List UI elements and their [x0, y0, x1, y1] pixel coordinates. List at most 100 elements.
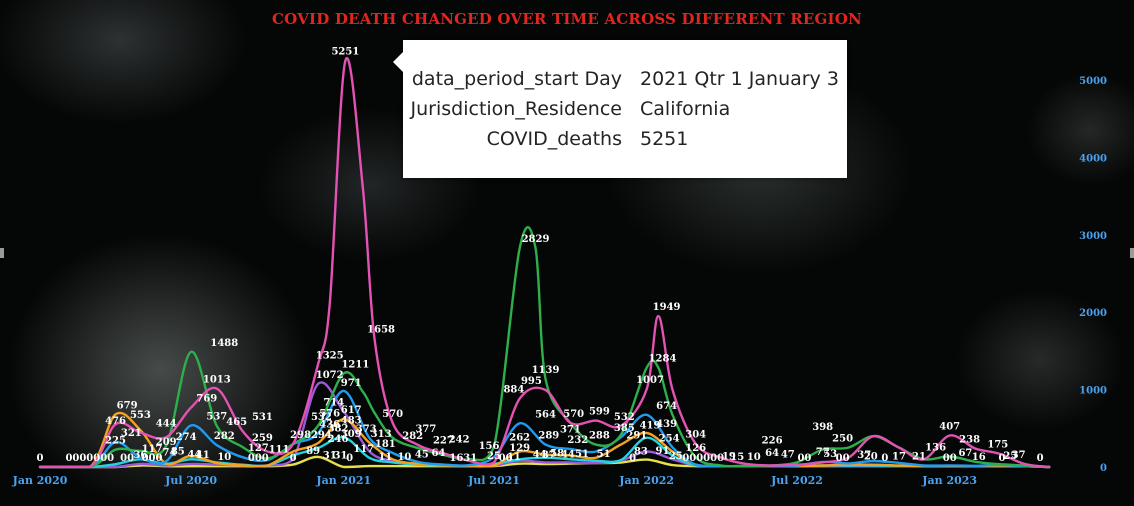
- data-label: 000: [142, 453, 163, 464]
- data-label: 126: [685, 443, 706, 454]
- data-label: 1013: [203, 375, 231, 386]
- data-label: 674: [656, 401, 677, 412]
- data-label: 439: [656, 419, 677, 430]
- data-label: 1658: [367, 325, 395, 336]
- data-label: 238: [959, 435, 980, 446]
- data-label: 181: [375, 439, 396, 450]
- data-label: 444: [156, 419, 177, 430]
- data-labels: 0 0000000 00225476679321365531170002094447…: [37, 47, 1044, 464]
- data-label: 532: [311, 412, 332, 423]
- data-label: 564: [535, 409, 556, 420]
- y-tick-label: 3000: [1079, 231, 1107, 242]
- series-line[interactable]: [38, 56, 1051, 469]
- data-label: 36: [133, 450, 147, 461]
- data-label: 64: [431, 448, 445, 459]
- data-label: 537: [206, 411, 227, 422]
- data-label: 225: [105, 436, 126, 447]
- data-label: 232: [567, 435, 588, 446]
- data-label: 53: [823, 449, 837, 460]
- data-label: 476: [105, 416, 126, 427]
- x-tick-label: Jan 2022: [618, 474, 674, 487]
- data-label: 0: [999, 453, 1006, 464]
- data-label: 15: [730, 452, 744, 463]
- series-line[interactable]: [38, 389, 1051, 469]
- y-tick-label: 0: [1100, 463, 1107, 474]
- data-label: 136: [925, 443, 946, 454]
- tooltip-key: data_period_start Day: [411, 68, 622, 90]
- data-label: 00: [120, 453, 134, 464]
- data-label: 0: [629, 453, 636, 464]
- x-tick-label: Jul 2022: [770, 474, 823, 487]
- data-label: 1631: [449, 453, 477, 464]
- data-label: 769: [196, 394, 217, 405]
- y-axis: 0 1000 2000 3000 4000 5000: [1079, 76, 1107, 474]
- data-label: 298: [290, 430, 311, 441]
- data-label: 41: [196, 450, 210, 461]
- data-label: 37: [857, 450, 871, 461]
- data-label: 483: [341, 416, 362, 427]
- data-label: 31: [334, 451, 348, 462]
- data-label: 000000: [682, 453, 724, 464]
- data-label: 1325: [316, 350, 344, 361]
- data-label: 0: [1037, 453, 1044, 464]
- data-label: 313: [371, 429, 392, 440]
- data-label: 570: [382, 409, 403, 420]
- y-tick-label: 1000: [1079, 386, 1107, 397]
- data-label: 44: [187, 450, 201, 461]
- data-label: 44: [533, 450, 547, 461]
- data-label: 156: [479, 441, 500, 452]
- data-label: 16: [972, 452, 986, 463]
- data-label: 0: [290, 453, 297, 464]
- data-label: 1488: [210, 338, 238, 349]
- data-label: 77: [816, 447, 830, 458]
- data-label: 321: [121, 428, 142, 439]
- tooltip-value: 5251: [640, 128, 689, 150]
- data-label: 250: [832, 434, 853, 445]
- data-label: 89: [306, 446, 320, 457]
- resize-handle-right[interactable]: [1130, 248, 1134, 258]
- data-label: 17: [892, 452, 906, 463]
- data-label: 10: [397, 452, 411, 463]
- series-line[interactable]: [38, 226, 1051, 469]
- data-label: 31: [323, 451, 337, 462]
- data-label: 377: [415, 424, 436, 435]
- data-label: 00: [499, 453, 513, 464]
- data-label: 00: [797, 453, 811, 464]
- data-label: 246: [328, 434, 349, 445]
- data-label: 531: [252, 412, 273, 423]
- data-label: 971: [341, 378, 362, 389]
- data-label: 553: [130, 410, 151, 421]
- data-label: 291: [626, 431, 647, 442]
- tooltip-row-jurisdiction: Jurisdiction_Residence California: [403, 98, 847, 128]
- data-label: 599: [589, 407, 610, 418]
- data-label: 714: [323, 398, 344, 409]
- data-label: 419: [640, 421, 661, 432]
- data-label: 209: [156, 437, 177, 448]
- series-line[interactable]: [38, 411, 1051, 469]
- data-label: 5251: [331, 47, 359, 58]
- data-label: 58: [550, 449, 564, 460]
- data-label: 117: [353, 444, 374, 455]
- data-label: 1072: [316, 370, 344, 381]
- data-label: 398: [812, 422, 833, 433]
- data-label: 1139: [532, 365, 560, 376]
- x-axis: Jan 2020 Jul 2020 Jan 2021 Jul 2021 Jan 2022…: [12, 474, 977, 487]
- data-label: 64: [765, 448, 779, 459]
- data-label: 679: [117, 400, 138, 411]
- data-label: 37: [542, 450, 556, 461]
- tooltip-value: California: [640, 98, 731, 120]
- tooltip-value: 2021 Qtr 1 January 3: [640, 68, 839, 90]
- data-label: 254: [659, 433, 680, 444]
- data-label: 117: [142, 444, 163, 455]
- chart-title: COVID DEATH CHANGED OVER TIME ACROSS DIF…: [272, 10, 862, 28]
- data-label: 175: [987, 440, 1008, 451]
- resize-handle-left[interactable]: [0, 248, 4, 258]
- x-tick-label: Jul 2020: [164, 474, 217, 487]
- data-label: 37: [1012, 450, 1026, 461]
- data-label: 282: [214, 431, 235, 442]
- data-label: 1284: [649, 354, 677, 365]
- data-label: 570: [563, 409, 584, 420]
- x-tick-label: Jan 2020: [12, 474, 68, 487]
- data-label: 282: [402, 431, 423, 442]
